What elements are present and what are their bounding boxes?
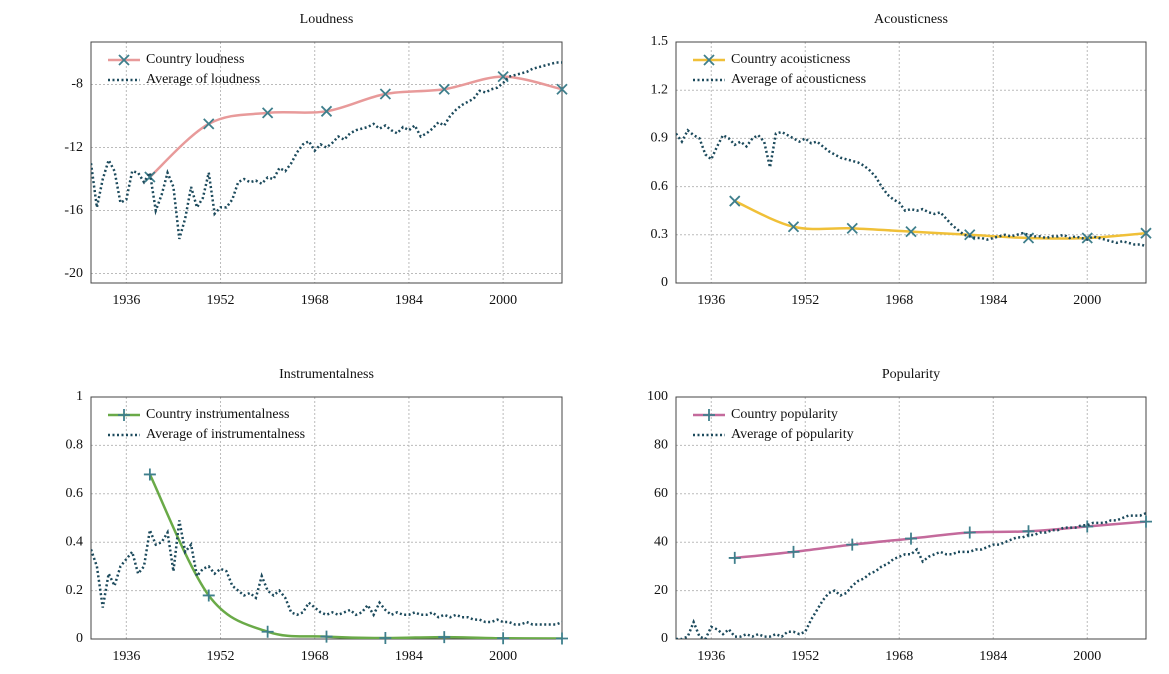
y-tick-label: -16 xyxy=(64,203,83,218)
legend-label: Average of instrumentalness xyxy=(146,427,305,442)
y-tick-label: 0 xyxy=(661,631,668,646)
x-tick-label: 1952 xyxy=(207,649,235,664)
x-tick-label: 1936 xyxy=(697,293,725,308)
y-tick-label: -20 xyxy=(64,266,83,281)
subplot: Acousticness 0 0.3 0.6 0.9 1.2 1.5 1936 1952 1968… xyxy=(651,12,1152,308)
marker xyxy=(963,526,976,539)
y-tick-label: 80 xyxy=(654,438,668,453)
chart-title: Popularity xyxy=(882,367,940,382)
marker xyxy=(118,409,130,421)
marker xyxy=(143,468,156,481)
x-tick-label: 1936 xyxy=(112,649,140,664)
marker xyxy=(1140,227,1152,239)
marker xyxy=(379,632,392,645)
y-tick-label: 1.2 xyxy=(651,82,669,97)
marker xyxy=(905,225,917,238)
plot-frame xyxy=(90,41,563,284)
legend-label: Average of acousticness xyxy=(731,72,866,87)
x-tick-label: 1936 xyxy=(697,649,725,664)
marker xyxy=(846,538,859,551)
y-tick-label: 0.6 xyxy=(651,179,669,194)
marker xyxy=(846,222,858,235)
series-line xyxy=(91,520,562,626)
x-tick-label: 1952 xyxy=(791,649,819,664)
marker xyxy=(202,589,215,602)
marker xyxy=(787,545,800,558)
x-tick-label: 1968 xyxy=(885,649,913,664)
marker xyxy=(787,221,800,233)
marker xyxy=(379,88,392,100)
x-tick-label: 1968 xyxy=(301,649,329,664)
marker xyxy=(497,632,510,645)
y-tick-label: 0.6 xyxy=(66,486,84,501)
marker xyxy=(320,105,333,117)
legend-label: Average of loudness xyxy=(146,72,260,87)
x-tick-label: 1984 xyxy=(979,293,1007,308)
x-tick-label: 1984 xyxy=(395,649,423,664)
x-tick-label: 1936 xyxy=(112,293,140,308)
marker xyxy=(118,54,130,66)
y-tick-label: 0.3 xyxy=(651,227,669,242)
marker xyxy=(261,625,274,638)
marker xyxy=(1081,232,1093,244)
chart-title: Acousticness xyxy=(874,12,948,27)
x-tick-label: 1968 xyxy=(885,293,913,308)
marker xyxy=(729,195,741,207)
x-tick-label: 1952 xyxy=(791,293,819,308)
subplot: Loudness -20 -16 -12 -8 1936 1952 1968 1984 2000 C… xyxy=(64,12,568,308)
y-tick-label: 1.5 xyxy=(651,34,669,49)
series-line xyxy=(148,473,562,639)
y-tick-label: 100 xyxy=(647,389,668,404)
x-tick-label: 2000 xyxy=(489,293,517,308)
x-tick-label: 2000 xyxy=(1073,293,1101,308)
series-line xyxy=(91,61,562,240)
y-tick-label: 1 xyxy=(76,389,83,404)
y-tick-label: 0.9 xyxy=(651,131,669,146)
plot-frame xyxy=(675,41,1147,284)
subplot: Popularity 0 20 40 60 80 100 1936 1952 1968 1984 20… xyxy=(647,367,1152,664)
legend-label: Country acousticness xyxy=(731,52,850,67)
chart-title: Loudness xyxy=(300,12,354,27)
x-tick-label: 1952 xyxy=(207,293,235,308)
marker xyxy=(556,632,568,645)
marker xyxy=(703,409,715,421)
marker xyxy=(438,631,451,644)
marker xyxy=(203,118,215,130)
marker xyxy=(438,83,450,95)
y-tick-label: 20 xyxy=(654,583,668,598)
x-tick-label: 1984 xyxy=(979,649,1007,664)
y-tick-label: -12 xyxy=(64,140,83,155)
marker xyxy=(905,532,917,545)
x-tick-label: 1984 xyxy=(395,293,423,308)
legend-label: Average of popularity xyxy=(731,427,854,442)
y-tick-label: 0.2 xyxy=(66,583,84,598)
legend-label: Country instrumentalness xyxy=(146,407,290,422)
chart-title: Instrumentalness xyxy=(279,367,374,382)
marker xyxy=(320,630,333,643)
x-tick-label: 2000 xyxy=(1073,649,1101,664)
y-tick-label: 0.4 xyxy=(66,534,84,549)
series-line xyxy=(676,128,1146,248)
series-line xyxy=(676,512,1146,639)
marker xyxy=(1140,515,1152,528)
y-tick-label: 40 xyxy=(654,534,668,549)
marker xyxy=(556,83,568,95)
y-tick-label: 0 xyxy=(76,631,83,646)
y-tick-label: 0 xyxy=(661,275,668,290)
x-tick-label: 1968 xyxy=(301,293,329,308)
y-tick-label: 0.8 xyxy=(66,438,84,453)
marker xyxy=(703,54,715,66)
y-tick-label: -8 xyxy=(71,77,83,92)
legend-label: Country loudness xyxy=(146,52,244,67)
y-tick-label: 60 xyxy=(654,486,668,501)
x-tick-label: 2000 xyxy=(489,649,517,664)
subplot: Instrumentalness 0 0.2 0.4 0.6 0.8 1 1936 1952 19… xyxy=(66,367,568,664)
legend-label: Country popularity xyxy=(731,407,838,422)
series-line xyxy=(734,199,1146,240)
marker xyxy=(728,551,741,564)
marker xyxy=(261,107,274,119)
